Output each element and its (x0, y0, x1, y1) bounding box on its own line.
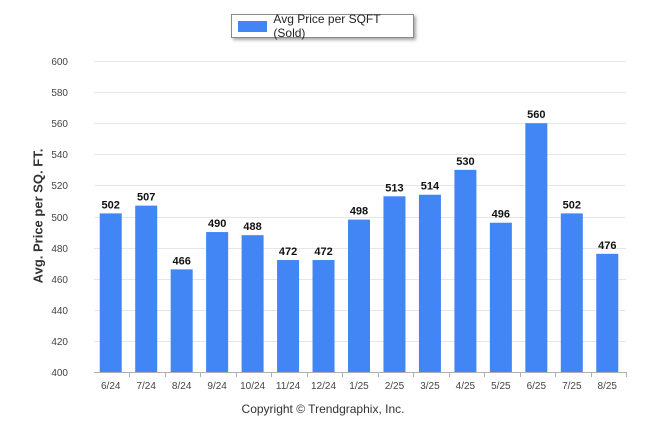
data-label: 472 (279, 246, 297, 258)
y-tick-label: 420 (51, 337, 68, 348)
x-tick-label: 6/24 (101, 381, 121, 392)
data-label: 466 (172, 255, 190, 267)
bar (560, 213, 583, 372)
x-tick-label: 11/24 (276, 381, 301, 392)
data-label: 507 (137, 192, 155, 204)
bar (596, 253, 619, 372)
x-tick-label: 12/24 (311, 381, 336, 392)
data-label: 476 (598, 240, 616, 252)
bar (277, 260, 300, 372)
y-tick-label: 400 (51, 368, 68, 379)
data-label: 490 (208, 218, 226, 230)
x-tick-label: 8/25 (598, 381, 618, 392)
x-tick-label: 9/24 (207, 381, 227, 392)
y-tick-label: 520 (51, 181, 68, 192)
y-tick-label: 500 (51, 213, 68, 224)
copyright-text: Copyright © Trendgraphix, Inc. (241, 402, 405, 416)
x-tick-label: 5/25 (491, 381, 511, 392)
bar (206, 232, 229, 372)
x-tick-label: 6/25 (527, 381, 547, 392)
bar (241, 235, 264, 372)
y-tick-label: 540 (51, 150, 68, 161)
data-label: 498 (350, 206, 368, 218)
data-label: 502 (563, 199, 581, 211)
y-tick-label: 560 (51, 119, 68, 130)
x-tick-label: 7/24 (136, 381, 156, 392)
x-tick-label: 3/25 (420, 381, 440, 392)
y-tick-label: 460 (51, 275, 68, 286)
bar (383, 196, 406, 372)
y-tick-label: 600 (51, 57, 68, 68)
x-tick-label: 4/25 (456, 381, 476, 392)
data-label: 488 (243, 221, 261, 233)
bar (135, 205, 158, 372)
bar (170, 269, 193, 372)
bar (454, 169, 477, 372)
x-tick-label: 2/25 (385, 381, 405, 392)
bar (489, 222, 512, 372)
bar (525, 123, 548, 372)
y-tick-label: 580 (51, 88, 68, 99)
data-label: 560 (527, 109, 545, 121)
y-tick-label: 480 (51, 244, 68, 255)
bar (99, 213, 122, 372)
data-label: 502 (102, 199, 120, 211)
data-label: 496 (492, 209, 510, 221)
bar (312, 260, 335, 372)
x-tick-label: 10/24 (240, 381, 265, 392)
legend: Avg Price per SQFT (Sold) (231, 12, 414, 40)
x-tick-label: 8/24 (172, 381, 192, 392)
data-label: 530 (456, 156, 474, 168)
x-tick-label: 7/25 (562, 381, 582, 392)
x-tick-label: 1/25 (349, 381, 369, 392)
data-label: 514 (421, 181, 440, 193)
legend-label: Avg Price per SQFT (Sold) (273, 12, 381, 40)
bar (418, 194, 441, 372)
y-tick-label: 440 (51, 306, 68, 317)
legend-swatch (238, 20, 268, 32)
data-label: 513 (385, 182, 403, 194)
bar (348, 219, 370, 372)
data-label: 472 (314, 246, 332, 258)
